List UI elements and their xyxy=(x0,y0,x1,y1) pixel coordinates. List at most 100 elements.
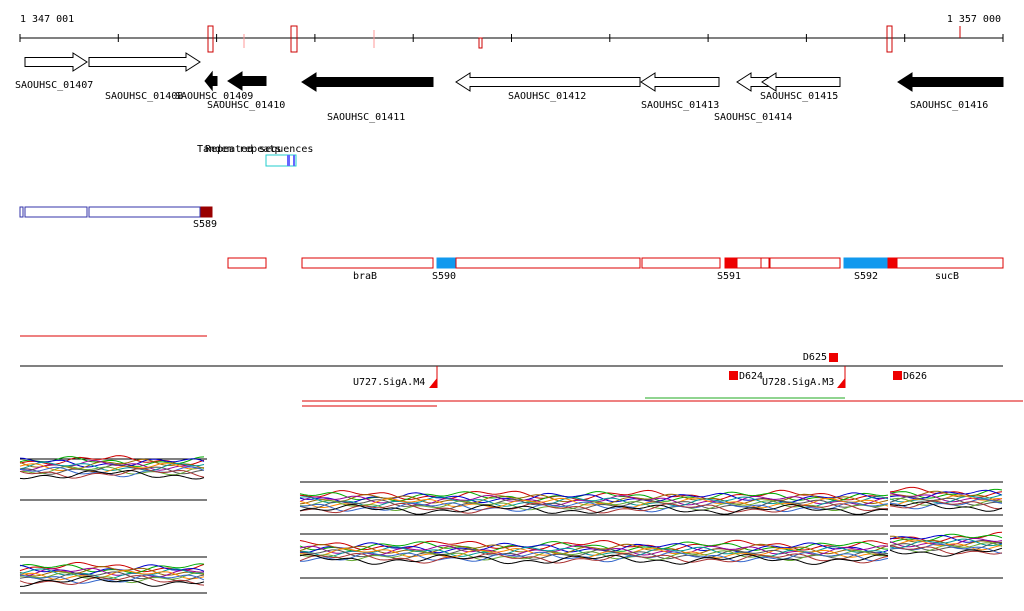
segment-box xyxy=(641,257,721,269)
expression-curve xyxy=(19,575,205,587)
expression-curve xyxy=(19,571,205,582)
expression-curve xyxy=(299,500,889,512)
promoter-mark xyxy=(837,378,845,388)
gene-arrow xyxy=(301,72,434,92)
gene-label: SAOUHSC_01410 xyxy=(207,100,285,111)
repeat-label: Repeated sequences xyxy=(205,144,313,155)
expression-curve xyxy=(19,465,205,476)
expression-curve xyxy=(19,563,205,574)
expression-curve xyxy=(299,553,889,565)
repeat-box xyxy=(293,155,295,166)
terminator-box xyxy=(893,371,902,380)
ruler-end: 1 357 000 xyxy=(947,14,1001,25)
gene-arrow xyxy=(24,52,88,72)
ruler-start: 1 347 001 xyxy=(20,14,74,25)
segment-box xyxy=(227,257,267,269)
gene-arrow xyxy=(88,52,201,72)
repeat-box xyxy=(287,155,290,166)
ruler-marks xyxy=(207,25,961,53)
expression-curve xyxy=(889,486,1003,498)
gene-label: SAOUHSC_01409 xyxy=(175,91,253,102)
terminator-label: U727.SigA.M4 xyxy=(353,377,425,388)
expression-curve xyxy=(299,501,889,513)
gene-arrow xyxy=(455,72,641,92)
gene-label: SAOUHSC_01414 xyxy=(714,112,792,123)
gene-arrow xyxy=(204,70,218,92)
expression-curve xyxy=(299,543,889,555)
expression-curve xyxy=(19,462,205,474)
expression-curve xyxy=(889,494,1003,504)
expression-curve xyxy=(19,455,205,466)
segment-label: S590 xyxy=(432,271,456,282)
expression-curve xyxy=(19,469,205,480)
gene-arrow xyxy=(897,72,1004,92)
segment-box xyxy=(200,206,213,218)
expression-curve xyxy=(889,501,1003,512)
gene-label: SAOUHSC_01412 xyxy=(508,91,586,102)
segment-box xyxy=(88,206,201,218)
expression-curve xyxy=(19,574,205,584)
gene-label: SAOUHSC_01416 xyxy=(910,100,988,111)
expression-plots xyxy=(19,455,1003,594)
promoter-mark xyxy=(429,378,437,388)
segment-box xyxy=(769,257,841,269)
expression-curve xyxy=(19,572,205,584)
expression-curve xyxy=(299,541,889,552)
expression-curve xyxy=(299,550,889,562)
segment-label: S591 xyxy=(717,271,741,282)
expression-curve xyxy=(889,488,1003,499)
segment-box xyxy=(24,206,88,218)
segment-box xyxy=(19,206,24,218)
expression-curve xyxy=(889,490,1003,502)
expression-curve xyxy=(19,468,205,479)
terminator-box xyxy=(729,371,738,380)
expression-curve xyxy=(19,457,205,468)
expression-curve xyxy=(299,547,889,559)
gene-label: SAOUHSC_01415 xyxy=(760,91,838,102)
gene-arrow xyxy=(227,71,267,91)
expression-curve xyxy=(889,545,1003,555)
expression-curve xyxy=(889,533,1003,544)
expression-curve xyxy=(19,568,205,580)
expression-curve xyxy=(889,534,1003,545)
expression-curve xyxy=(299,498,889,510)
expression-curve xyxy=(299,552,889,564)
terminator-label: D624 xyxy=(739,371,763,382)
expression-curve xyxy=(19,575,205,586)
segment-box xyxy=(843,257,889,269)
expression-curve xyxy=(299,503,889,515)
segment-label: braB xyxy=(353,271,377,282)
expression-curve xyxy=(19,570,205,581)
repeat-box xyxy=(265,154,297,167)
segment-box xyxy=(436,257,456,269)
gene-arrow xyxy=(640,72,720,92)
expression-curve xyxy=(889,547,1003,557)
expression-curve xyxy=(299,544,889,556)
terminator-box xyxy=(829,353,838,362)
segment-box xyxy=(455,257,641,269)
segment-box xyxy=(301,257,434,269)
gene-label: SAOUHSC_01411 xyxy=(327,112,405,123)
terminator-label: D625 xyxy=(803,352,827,363)
segment-box xyxy=(736,257,762,269)
gene-arrow xyxy=(761,72,841,92)
gene-label: SAOUHSC_01413 xyxy=(641,100,719,111)
segment-label: sucB xyxy=(935,271,959,282)
segment-box xyxy=(724,257,738,269)
terminator-label: U728.SigA.M3 xyxy=(762,377,834,388)
segment-box xyxy=(896,257,1004,269)
expression-curve xyxy=(299,502,889,514)
expression-curve xyxy=(19,567,205,578)
terminator-label: D626 xyxy=(903,371,927,382)
segment-box xyxy=(760,257,770,269)
expression-curve xyxy=(889,542,1003,551)
gene-label: SAOUHSC_01408 xyxy=(105,91,183,102)
expression-curve xyxy=(889,500,1003,510)
segment-box xyxy=(887,257,898,269)
expression-curve xyxy=(889,538,1003,549)
segment-label: S589 xyxy=(193,219,217,230)
expression-curve xyxy=(19,565,205,577)
gene-label: SAOUHSC_01407 xyxy=(15,80,93,91)
